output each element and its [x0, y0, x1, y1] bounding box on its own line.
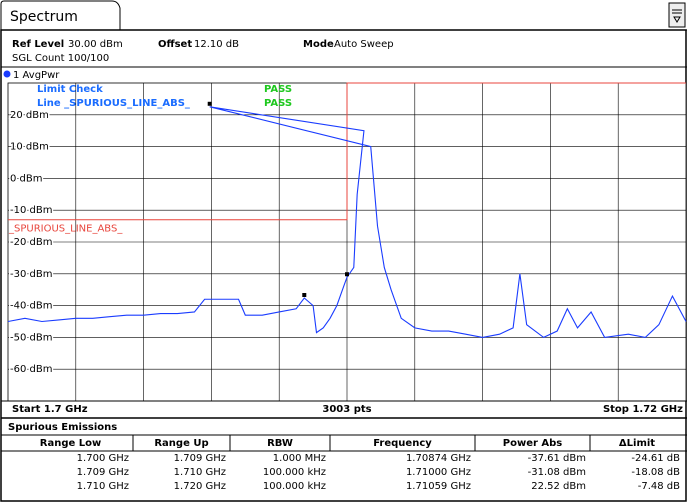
- table-cell: 1.710 GHz: [174, 467, 226, 478]
- table-cell: -24.61 dB: [631, 453, 680, 464]
- marker: [207, 101, 212, 106]
- mode: Auto Sweep: [334, 39, 394, 50]
- limit-line-check-result: PASS: [264, 98, 292, 109]
- table-header: Frequency: [373, 438, 432, 449]
- table-cell: 1.709 GHz: [174, 453, 226, 464]
- table-cell: 1.71059 GHz: [406, 481, 471, 492]
- ref-level: 30.00 dBm: [68, 39, 123, 50]
- tab-shape[interactable]: [0, 0, 121, 30]
- limit-check-result: PASS: [264, 84, 292, 95]
- y-tick-label: -20 dBm: [10, 237, 52, 248]
- table-header: Range Low: [40, 438, 101, 449]
- table-cell: -37.61 dBm: [528, 453, 586, 464]
- table-header: RBW: [267, 438, 293, 449]
- table-cell: -7.48 dB: [638, 481, 680, 492]
- table-cell: 1.710 GHz: [77, 481, 129, 492]
- table-cell: 100.000 kHz: [263, 481, 326, 492]
- y-tick-label: -10 dBm: [10, 205, 52, 216]
- plot: -60 dBm -50 dBm -40 dBm -30 dBm -20 dBm -10 d…: [7, 82, 687, 402]
- table: Range Low Range Up RBW Frequency Power Abs ΔL…: [1, 434, 687, 492]
- table-cell: 1.709 GHz: [77, 467, 129, 478]
- table-header: Range Up: [154, 438, 208, 449]
- sgl-count: SGL Count 100/100: [12, 53, 109, 64]
- offset: 12.10 dB: [194, 39, 239, 50]
- table-cell: 100.000 kHz: [263, 467, 326, 478]
- y-tick-label: -60 dBm: [10, 364, 52, 375]
- limit-check-label: Limit Check: [37, 84, 103, 95]
- table-cell: -31.08 dBm: [528, 467, 586, 478]
- trace-label: 1 AvgPwr: [13, 70, 60, 81]
- marker: [302, 292, 307, 297]
- table-cell: 1.000 MHz: [273, 453, 326, 464]
- table-cell: 1.70874 GHz: [406, 453, 471, 464]
- menu-icon-glyph: [672, 9, 682, 23]
- table-cell: 22.52 dBm: [531, 481, 586, 492]
- table-cell: -18.08 dB: [631, 467, 680, 478]
- y-tick-label: 20 dBm: [10, 110, 49, 121]
- marker: [345, 272, 349, 277]
- y-tick-label: -50 dBm: [10, 332, 52, 343]
- trace-dot: [3, 70, 11, 78]
- table-header: Power Abs: [503, 438, 563, 449]
- table-header: ΔLimit: [619, 438, 655, 449]
- y-tick-label: 10 dBm: [10, 142, 49, 153]
- start-label: Start 1.7 GHz: [12, 404, 88, 415]
- menu-icon[interactable]: [668, 2, 686, 28]
- table-cell: 1.700 GHz: [77, 453, 129, 464]
- points-label: 3003 pts: [322, 404, 371, 415]
- mode-label: Mode: [303, 39, 334, 50]
- tab-title[interactable]: Spectrum: [10, 9, 78, 25]
- trace: [7, 106, 687, 339]
- limit-line-label: _SPURIOUS_LINE_ABS_: [8, 224, 123, 235]
- table-cell: 1.720 GHz: [174, 481, 226, 492]
- limit-line-check-label: Line _SPURIOUS_LINE_ABS_: [37, 98, 190, 109]
- ref-level-label: Ref Level: [12, 39, 64, 50]
- offset-label: Offset: [158, 39, 192, 50]
- table-cell: 1.71000 GHz: [406, 467, 471, 478]
- limit-line: [8, 82, 686, 221]
- y-tick-label: 0 dBm: [10, 173, 43, 184]
- y-tick-label: -40 dBm: [10, 301, 52, 312]
- table-title: Spurious Emissions: [8, 422, 117, 433]
- stop-label: Stop 1.72 GHz: [603, 404, 683, 415]
- y-tick-label: -30 dBm: [10, 269, 52, 280]
